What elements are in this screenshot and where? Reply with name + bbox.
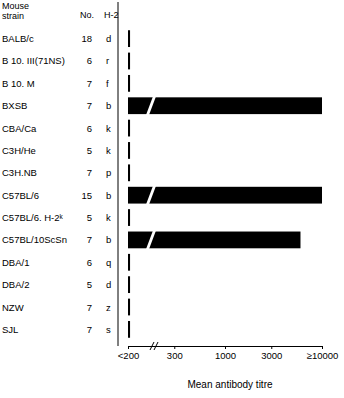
count-label: 5 bbox=[87, 279, 92, 290]
bar bbox=[128, 276, 130, 293]
bars bbox=[128, 30, 322, 338]
h2-label: s bbox=[106, 324, 111, 335]
tick-mark bbox=[174, 346, 175, 349]
tick: 300 bbox=[167, 346, 183, 361]
h2-label: b bbox=[106, 100, 111, 111]
count-label: 7 bbox=[87, 100, 92, 111]
bar bbox=[128, 53, 130, 70]
bar bbox=[128, 321, 130, 338]
count-label: 6 bbox=[87, 123, 92, 134]
separator bbox=[118, 2, 119, 346]
strain-label: B 10. III(71NS) bbox=[2, 55, 65, 66]
tick-label: 300 bbox=[167, 350, 183, 361]
count-label: 6 bbox=[87, 55, 92, 66]
tick-mark bbox=[271, 346, 272, 349]
h2-label: q bbox=[106, 257, 111, 268]
count-label: 7 bbox=[87, 324, 92, 335]
bar bbox=[128, 75, 130, 92]
tick-label: ≥10000 bbox=[307, 350, 339, 361]
strain-label: SJL bbox=[2, 324, 18, 335]
chart: Mousestrain No. H-2 BALB/c 18 d B 10. III(71NS… bbox=[0, 0, 344, 398]
strain-label: C57BL/6 bbox=[2, 190, 39, 201]
strain-label: C57BL/10ScSn bbox=[2, 234, 67, 245]
tick: 1000 bbox=[215, 346, 236, 361]
strain-label: CBA/Ca bbox=[2, 123, 37, 134]
count-label: 7 bbox=[87, 167, 92, 178]
strain-label: B 10. M bbox=[2, 78, 35, 89]
strain-label: C3H/He bbox=[2, 145, 36, 156]
bar bbox=[128, 254, 130, 271]
strain-label: DBA/1 bbox=[2, 257, 29, 268]
tick-label: 3000 bbox=[261, 350, 282, 361]
strain-label: BXSB bbox=[2, 100, 27, 111]
h2-label: b bbox=[106, 190, 111, 201]
count-label: 7 bbox=[87, 78, 92, 89]
count-header: No. bbox=[80, 10, 94, 20]
bar bbox=[128, 30, 130, 47]
tick: ≥10000 bbox=[307, 346, 339, 361]
tick-mark bbox=[128, 346, 129, 349]
tick-mark bbox=[322, 346, 323, 349]
h2-label: d bbox=[106, 33, 111, 44]
bar bbox=[128, 299, 130, 316]
bar bbox=[128, 120, 130, 137]
count-label: 5 bbox=[87, 212, 92, 223]
x-axis-title: Mean antibody titre bbox=[187, 379, 272, 390]
count-label: 15 bbox=[81, 190, 92, 201]
count-label: 18 bbox=[81, 33, 92, 44]
h2-label: k bbox=[106, 145, 111, 156]
tick: <200 bbox=[118, 346, 139, 361]
count-label: 7 bbox=[87, 302, 92, 313]
h2-label: f bbox=[106, 78, 109, 89]
bar bbox=[128, 209, 130, 226]
bar bbox=[128, 187, 322, 204]
h2-label: r bbox=[106, 55, 109, 66]
strain-label: DBA/2 bbox=[2, 279, 29, 290]
h2-label: k bbox=[106, 123, 111, 134]
bar-break bbox=[146, 231, 156, 250]
bar bbox=[128, 232, 300, 249]
bar-break bbox=[146, 186, 156, 205]
strain-label: NZW bbox=[2, 302, 24, 313]
h2-label: k bbox=[106, 212, 111, 223]
rows: BALB/c 18 d B 10. III(71NS) 6 r B 10. M 7 f BXSB 7… bbox=[2, 33, 111, 335]
strain-label: C57BL/6. H-2ᵏ bbox=[2, 212, 64, 223]
bar bbox=[128, 97, 322, 114]
count-label: 6 bbox=[87, 257, 92, 268]
h2-label: z bbox=[106, 302, 111, 313]
axis-break bbox=[150, 342, 154, 350]
count-label: 7 bbox=[87, 234, 92, 245]
strain-label: BALB/c bbox=[2, 33, 34, 44]
tick-label: <200 bbox=[118, 350, 139, 361]
bar bbox=[128, 164, 130, 181]
tick-label: 1000 bbox=[215, 350, 236, 361]
h2-label: p bbox=[106, 167, 111, 178]
h2-label: d bbox=[106, 279, 111, 290]
bar-break bbox=[146, 96, 156, 115]
row-header: Mousestrain bbox=[2, 1, 29, 21]
h2-header: H-2 bbox=[104, 10, 119, 20]
tick: 3000 bbox=[261, 346, 282, 361]
axis-break bbox=[154, 342, 158, 350]
count-label: 5 bbox=[87, 145, 92, 156]
strain-label: C3H.NB bbox=[2, 167, 37, 178]
tick-mark bbox=[225, 346, 226, 349]
bar bbox=[128, 142, 130, 159]
h2-label: b bbox=[106, 234, 111, 245]
